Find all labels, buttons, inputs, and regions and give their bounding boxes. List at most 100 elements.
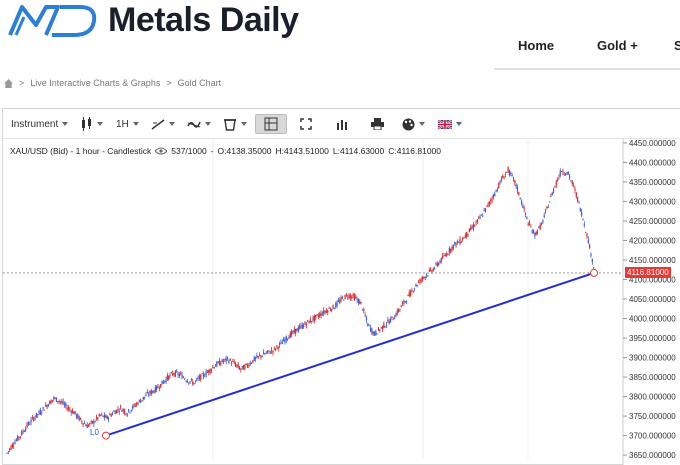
- interval-dropdown[interactable]: 1H: [116, 114, 139, 134]
- volume-button[interactable]: [336, 114, 348, 134]
- candle-body: [246, 364, 249, 367]
- candle-body: [89, 422, 91, 425]
- template-dropdown[interactable]: [223, 114, 247, 134]
- candle-body: [117, 408, 119, 411]
- candle-body: [582, 218, 584, 221]
- candle-body: [237, 364, 239, 368]
- candle-body: [154, 386, 156, 393]
- bar-count: 537/1000: [171, 146, 207, 156]
- candle-body: [63, 403, 66, 406]
- price-chart[interactable]: 4450.000000 4400.000000 4350.000000 4300.00…: [3, 139, 680, 465]
- candle-body: [492, 194, 495, 198]
- breadcrumb-live-charts[interactable]: Live Interactive Charts & Graphs: [30, 78, 161, 88]
- candle-body: [41, 412, 43, 414]
- candle-body: [336, 301, 338, 306]
- home-icon[interactable]: [4, 78, 13, 88]
- chart-type-dropdown[interactable]: [81, 114, 103, 134]
- candle-body: [162, 381, 164, 384]
- candle-body: [397, 309, 400, 312]
- candle-body: [558, 177, 560, 178]
- instrument-dropdown[interactable]: Instrument: [11, 114, 69, 134]
- candle-body: [281, 342, 283, 345]
- candle-body: [176, 371, 178, 373]
- candle-body: [349, 295, 352, 298]
- y-tick-label: 3700.000000: [629, 432, 676, 441]
- candle-body: [371, 328, 373, 333]
- palette-icon: [402, 118, 415, 130]
- candle-body: [579, 208, 581, 212]
- candle-body: [486, 205, 488, 207]
- candle-body: [535, 231, 537, 235]
- candle-body: [67, 407, 70, 410]
- candle-body: [476, 219, 478, 222]
- candle-body: [479, 216, 481, 218]
- nav-silver[interactable]: S: [674, 38, 680, 53]
- candle-body: [21, 431, 23, 436]
- candle-body: [146, 392, 148, 393]
- candle-body: [132, 405, 134, 409]
- candle-body: [214, 365, 217, 367]
- candle-body: [462, 238, 464, 241]
- candle-body: [451, 247, 453, 251]
- candle-body: [554, 186, 556, 188]
- nav-gold[interactable]: Gold +: [597, 38, 638, 53]
- candle-body: [85, 425, 87, 427]
- trendline-anchor-start: [102, 431, 110, 440]
- candle-body: [9, 448, 11, 450]
- candle-body: [201, 373, 203, 375]
- candle-body: [586, 233, 588, 238]
- candle-body: [190, 379, 193, 381]
- candle-body: [217, 361, 219, 363]
- candle-body: [137, 402, 139, 405]
- candle-body: [475, 222, 477, 223]
- drawing-tools-dropdown[interactable]: [151, 114, 175, 134]
- candle-body: [182, 377, 184, 379]
- site-logo[interactable]: Metals Daily: [8, 0, 299, 40]
- candle-body: [353, 295, 356, 300]
- candle-body: [50, 400, 52, 404]
- candle-body: [69, 409, 71, 411]
- breadcrumb-gold-chart[interactable]: Gold Chart: [177, 78, 222, 88]
- candle-body: [149, 391, 151, 394]
- language-dropdown[interactable]: [438, 114, 462, 134]
- candle-body: [212, 367, 214, 368]
- candle-body: [412, 291, 414, 293]
- candle-body: [538, 226, 540, 228]
- ohlc-separator: -: [210, 146, 214, 156]
- candle-body: [400, 305, 402, 308]
- chevron-down-icon: [205, 122, 211, 126]
- candle-body: [332, 304, 334, 309]
- candle-body: [289, 332, 291, 338]
- candle-body: [392, 319, 394, 321]
- candle-body: [244, 365, 246, 370]
- candle-body: [567, 171, 569, 175]
- candle-body: [197, 378, 199, 379]
- candle-body: [523, 207, 525, 210]
- candle-body: [33, 417, 35, 421]
- theme-dropdown[interactable]: [402, 114, 425, 134]
- candle-body: [470, 227, 472, 230]
- candle-body: [268, 350, 270, 352]
- y-tick-label: 4300.000000: [629, 197, 676, 206]
- crosshair-toggle[interactable]: [255, 114, 287, 134]
- fullscreen-button[interactable]: [300, 114, 312, 134]
- eye-icon[interactable]: [155, 147, 168, 155]
- candle-body: [204, 375, 206, 377]
- trendline-label: L0: [90, 427, 99, 437]
- candle-body: [455, 242, 457, 246]
- print-button[interactable]: [371, 114, 384, 134]
- candle-body: [547, 207, 549, 208]
- candle-body: [426, 274, 428, 276]
- breadcrumb-separator: >: [166, 78, 172, 88]
- candle-body: [507, 167, 509, 172]
- indicators-dropdown[interactable]: [187, 114, 211, 134]
- candle-body: [157, 386, 159, 388]
- y-tick-label: 4350.000000: [629, 178, 676, 187]
- candle-body: [189, 381, 191, 383]
- candle-body: [296, 328, 298, 332]
- candle-body: [10, 446, 12, 450]
- nav-home[interactable]: Home: [518, 38, 555, 53]
- candle-body: [571, 181, 573, 185]
- y-tick-label: 3800.000000: [629, 393, 676, 402]
- candle-body: [403, 300, 405, 304]
